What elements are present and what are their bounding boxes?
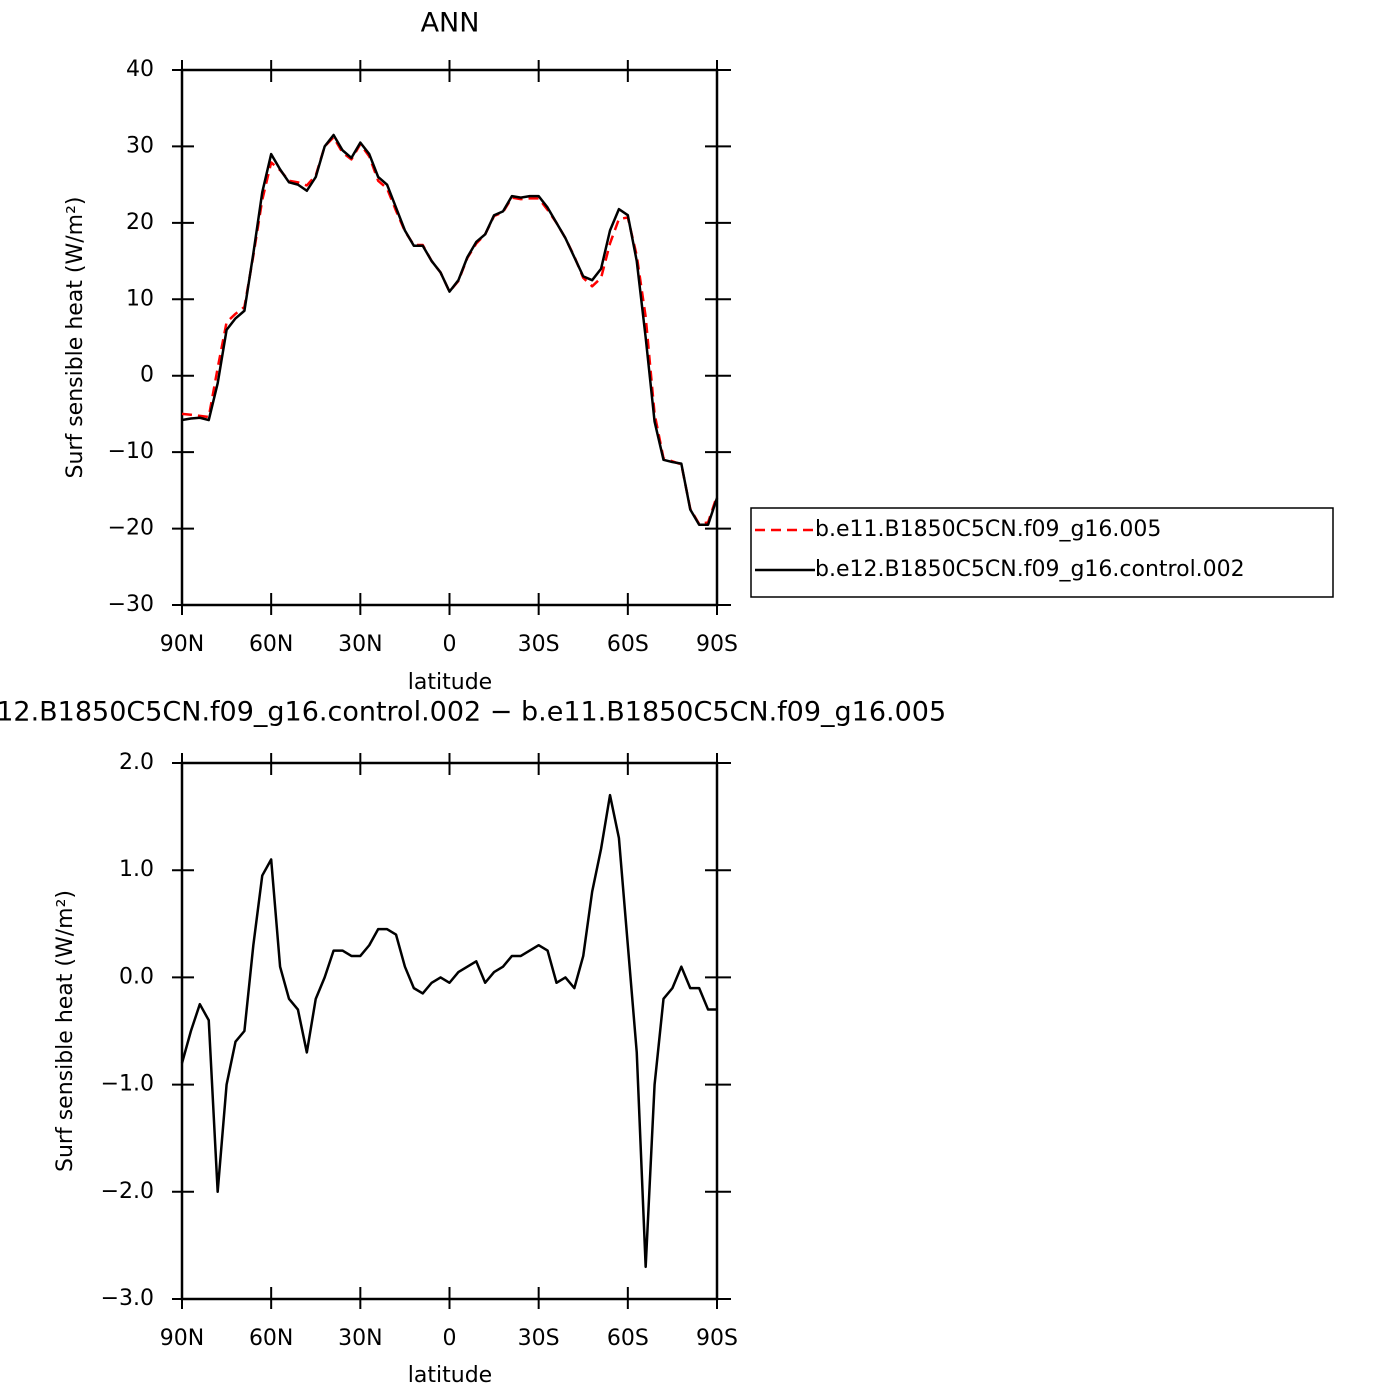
x-tick-label: 60N (249, 632, 293, 657)
x-tick-label: 90S (696, 632, 738, 657)
y-tick-label: −3.0 (101, 1286, 154, 1311)
chart-title: b.e12.B1850C5CN.f09_g16.control.002 − b.… (0, 697, 946, 728)
y-tick-label: 0 (140, 363, 154, 388)
y-tick-label: 40 (126, 57, 154, 82)
y-tick-label: −1.0 (101, 1072, 154, 1097)
y-axis-label: Surf sensible heat (W/m²) (53, 890, 78, 1172)
x-tick-label: 90N (160, 1326, 204, 1351)
legend-label: b.e11.B1850C5CN.f09_g16.005 (815, 517, 1161, 542)
y-tick-label: 2.0 (119, 750, 154, 775)
y-tick-label: 1.0 (119, 857, 154, 882)
legend-box (750, 507, 1334, 598)
legend-label: b.e12.B1850C5CN.f09_g16.control.002 (815, 557, 1245, 582)
y-tick-label: −30 (108, 592, 154, 617)
y-tick-label: 10 (126, 286, 154, 311)
x-tick-label: 0 (443, 632, 457, 657)
y-tick-label: −2.0 (101, 1179, 154, 1204)
x-tick-label: 60S (607, 1326, 649, 1351)
x-tick-label: 60S (607, 632, 649, 657)
line (181, 133, 719, 526)
y-tick-label: 0.0 (119, 964, 154, 989)
chart-title: ANN (421, 8, 480, 39)
y-tick-label: 20 (126, 210, 154, 235)
line (180, 793, 717, 1269)
y-tick-label: 30 (126, 133, 154, 158)
y-axis-label: Surf sensible heat (W/m²) (63, 197, 88, 479)
x-tick-label: 30N (338, 1326, 382, 1351)
y-tick-label: −10 (108, 439, 154, 464)
x-tick-label: 0 (443, 1326, 457, 1351)
x-tick-label: 60N (249, 1326, 293, 1351)
x-tick-label: 30S (518, 632, 560, 657)
x-axis-label: latitude (408, 670, 492, 695)
x-tick-label: 30N (338, 632, 382, 657)
y-tick-label: −20 (108, 516, 154, 541)
x-tick-label: 30S (518, 1326, 560, 1351)
plot-frame (180, 761, 719, 1301)
x-tick-label: 90N (160, 632, 204, 657)
plot-frame (180, 68, 719, 607)
x-axis-label: latitude (408, 1363, 492, 1388)
x-tick-label: 90S (696, 1326, 738, 1351)
